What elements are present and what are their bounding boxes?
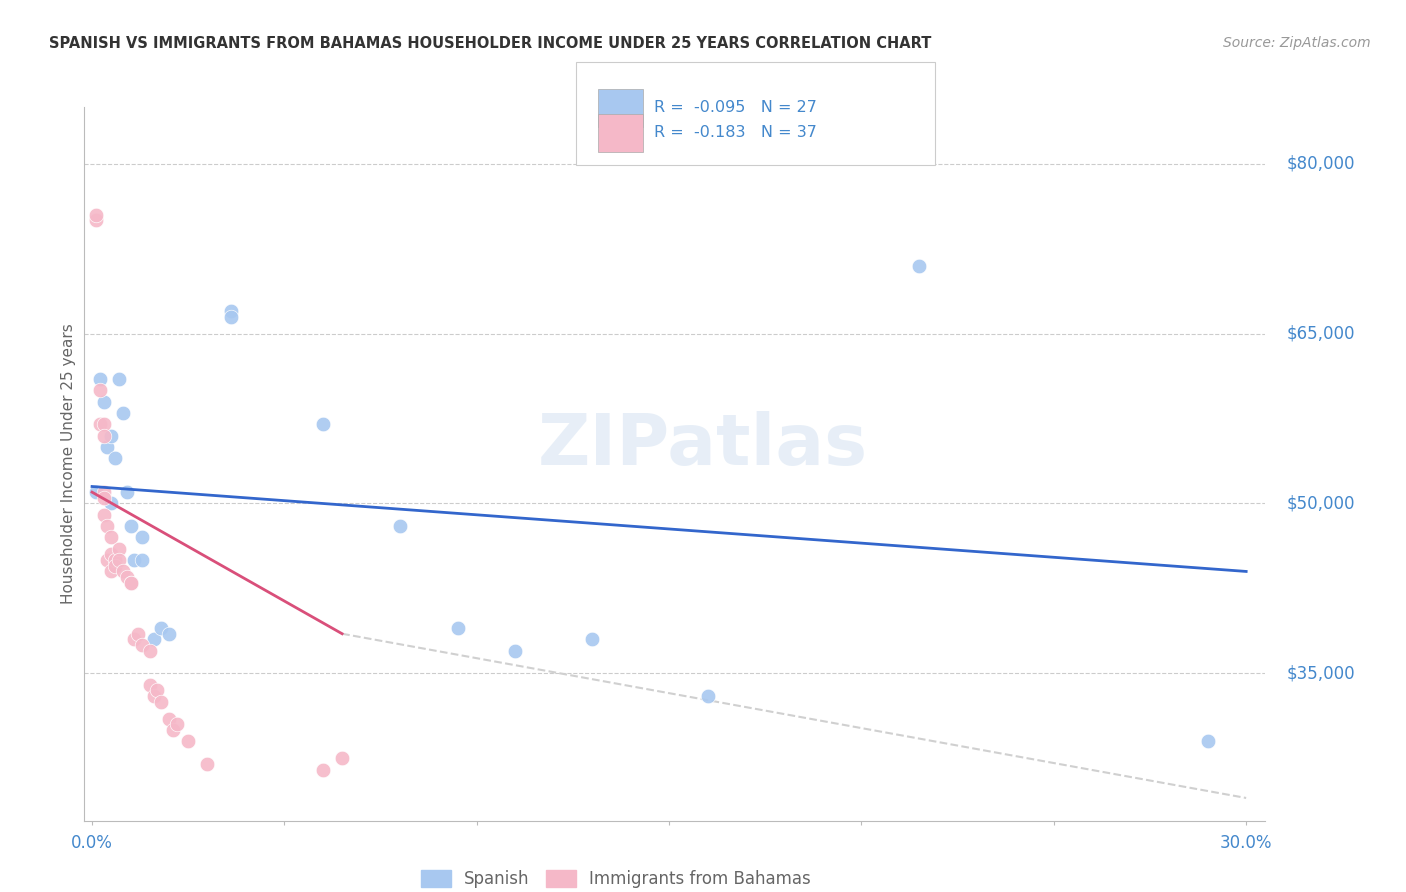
Point [84,485,107,500]
Point [150,695,173,709]
Text: Source: ZipAtlas.com: Source: ZipAtlas.com [1223,36,1371,50]
Text: 30.0%: 30.0% [1220,834,1272,852]
Point [124,632,146,647]
Text: $50,000: $50,000 [1286,494,1355,513]
Text: 0.0%: 0.0% [72,834,112,852]
Point [131,638,153,652]
Point [100,428,122,442]
Point [503,644,526,658]
Point [96,519,118,533]
Point [104,553,127,567]
Point [166,717,188,731]
Point [93,428,115,442]
Point [312,763,335,777]
Point [100,531,122,545]
Point [104,558,127,573]
Point [908,259,931,273]
Point [446,621,468,635]
Text: R =  -0.183   N = 37: R = -0.183 N = 37 [654,126,817,140]
Point [111,565,134,579]
Point [157,712,180,726]
Point [96,440,118,454]
Point [89,372,111,386]
Point [312,417,335,432]
Point [150,621,173,635]
Point [115,485,138,500]
Point [124,553,146,567]
Point [93,417,115,432]
Point [162,723,184,737]
Point [131,531,153,545]
Point [93,485,115,500]
Point [89,417,111,432]
Text: $80,000: $80,000 [1286,154,1355,173]
Text: $35,000: $35,000 [1286,665,1355,682]
Point [696,689,718,703]
Point [111,406,134,420]
Point [104,451,127,466]
Point [157,626,180,640]
Point [330,751,353,765]
Y-axis label: Householder Income Under 25 years: Householder Income Under 25 years [60,324,76,604]
Point [100,496,122,510]
Legend: Spanish, Immigrants from Bahamas: Spanish, Immigrants from Bahamas [413,863,818,892]
Point [142,689,165,703]
Point [93,491,115,505]
Point [120,519,142,533]
Point [84,208,107,222]
Point [108,553,131,567]
Point [131,553,153,567]
Point [100,548,122,562]
Point [139,678,162,692]
Point [96,553,118,567]
Text: R =  -0.095   N = 27: R = -0.095 N = 27 [654,101,817,115]
Point [120,575,142,590]
Text: SPANISH VS IMMIGRANTS FROM BAHAMAS HOUSEHOLDER INCOME UNDER 25 YEARS CORRELATION: SPANISH VS IMMIGRANTS FROM BAHAMAS HOUSE… [49,36,932,51]
Point [219,310,242,324]
Point [89,383,111,397]
Point [120,575,142,590]
Point [388,519,411,533]
Point [108,541,131,556]
Text: ZIPatlas: ZIPatlas [538,411,868,481]
Point [177,734,200,748]
Point [93,508,115,522]
Point [219,304,242,318]
Point [197,757,219,772]
Point [115,570,138,584]
Point [127,626,149,640]
Point [93,394,115,409]
Point [146,683,169,698]
Text: $65,000: $65,000 [1286,325,1355,343]
Point [108,372,131,386]
Point [142,632,165,647]
Point [100,565,122,579]
Point [84,213,107,227]
Point [139,644,162,658]
Point [1197,734,1219,748]
Point [581,632,603,647]
